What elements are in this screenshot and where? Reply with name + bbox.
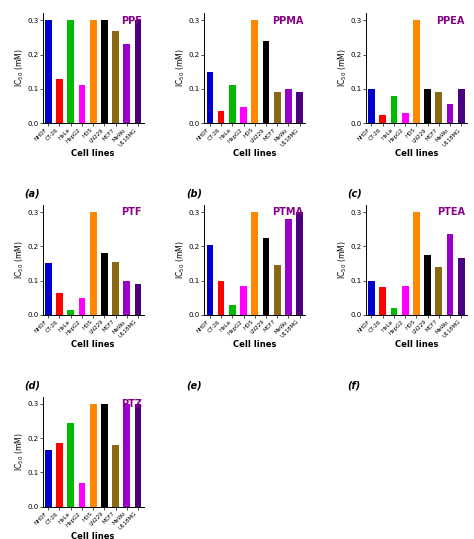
X-axis label: Cell lines: Cell lines bbox=[72, 533, 115, 539]
Y-axis label: IC$_{50}$ (mM): IC$_{50}$ (mM) bbox=[13, 241, 26, 279]
Bar bbox=[56, 443, 63, 507]
Text: PPEA: PPEA bbox=[437, 16, 465, 26]
X-axis label: Cell lines: Cell lines bbox=[72, 149, 115, 158]
Bar bbox=[274, 92, 281, 123]
Text: PTMA: PTMA bbox=[272, 208, 303, 217]
Bar bbox=[368, 89, 375, 123]
Text: PTF: PTF bbox=[121, 208, 142, 217]
Bar bbox=[458, 258, 465, 315]
Bar bbox=[229, 85, 236, 123]
Bar bbox=[90, 212, 97, 315]
Bar bbox=[391, 96, 397, 123]
Bar bbox=[251, 20, 258, 123]
Bar bbox=[123, 281, 130, 315]
Bar bbox=[45, 264, 52, 315]
Bar bbox=[135, 284, 141, 315]
Text: (c): (c) bbox=[348, 189, 363, 199]
Bar bbox=[207, 245, 213, 315]
Y-axis label: IC$_{50}$ (mM): IC$_{50}$ (mM) bbox=[337, 49, 349, 87]
Bar bbox=[79, 298, 85, 315]
Bar bbox=[296, 212, 303, 315]
Y-axis label: IC$_{50}$ (mM): IC$_{50}$ (mM) bbox=[175, 241, 187, 279]
Y-axis label: IC$_{50}$ (mM): IC$_{50}$ (mM) bbox=[13, 49, 26, 87]
Bar bbox=[67, 423, 74, 507]
Text: PTZ: PTZ bbox=[121, 399, 142, 409]
Bar bbox=[101, 20, 108, 123]
Bar bbox=[424, 255, 431, 315]
Bar bbox=[79, 85, 85, 123]
Bar bbox=[218, 111, 225, 123]
Bar bbox=[296, 92, 303, 123]
Bar bbox=[458, 89, 465, 123]
Bar bbox=[263, 41, 269, 123]
X-axis label: Cell lines: Cell lines bbox=[395, 149, 438, 158]
X-axis label: Cell lines: Cell lines bbox=[233, 341, 276, 349]
Bar bbox=[391, 308, 397, 315]
Text: (a): (a) bbox=[25, 189, 40, 199]
Bar bbox=[123, 44, 130, 123]
Text: PPMA: PPMA bbox=[272, 16, 303, 26]
Bar bbox=[135, 404, 141, 507]
Bar bbox=[90, 20, 97, 123]
Text: (b): (b) bbox=[186, 189, 202, 199]
Text: (f): (f) bbox=[348, 381, 361, 391]
Bar bbox=[101, 253, 108, 315]
Y-axis label: IC$_{50}$ (mM): IC$_{50}$ (mM) bbox=[337, 241, 349, 279]
Bar bbox=[285, 219, 292, 315]
Bar bbox=[413, 212, 420, 315]
X-axis label: Cell lines: Cell lines bbox=[233, 149, 276, 158]
Bar bbox=[90, 404, 97, 507]
Bar bbox=[112, 31, 119, 123]
Bar bbox=[436, 92, 442, 123]
Bar bbox=[402, 113, 409, 123]
Bar bbox=[112, 445, 119, 507]
Text: PPF: PPF bbox=[121, 16, 142, 26]
Bar bbox=[112, 262, 119, 315]
Text: (d): (d) bbox=[25, 381, 40, 391]
Bar bbox=[447, 104, 454, 123]
Bar bbox=[447, 234, 454, 315]
Text: (e): (e) bbox=[186, 381, 202, 391]
Bar bbox=[45, 450, 52, 507]
Bar bbox=[379, 287, 386, 315]
Bar bbox=[229, 305, 236, 315]
Bar bbox=[45, 20, 52, 123]
Bar bbox=[56, 293, 63, 315]
Bar bbox=[67, 310, 74, 315]
Bar bbox=[240, 107, 247, 123]
Y-axis label: IC$_{50}$ (mM): IC$_{50}$ (mM) bbox=[175, 49, 187, 87]
Bar bbox=[402, 286, 409, 315]
Bar bbox=[413, 20, 420, 123]
Bar bbox=[67, 20, 74, 123]
Bar bbox=[379, 114, 386, 123]
Bar bbox=[436, 267, 442, 315]
X-axis label: Cell lines: Cell lines bbox=[395, 341, 438, 349]
Y-axis label: IC$_{50}$ (mM): IC$_{50}$ (mM) bbox=[13, 433, 26, 471]
Bar bbox=[274, 265, 281, 315]
Bar bbox=[79, 483, 85, 507]
Bar bbox=[56, 79, 63, 123]
Bar bbox=[135, 20, 141, 123]
X-axis label: Cell lines: Cell lines bbox=[72, 341, 115, 349]
Bar bbox=[101, 404, 108, 507]
Bar bbox=[240, 286, 247, 315]
Text: PTEA: PTEA bbox=[437, 208, 465, 217]
Bar bbox=[285, 89, 292, 123]
Bar bbox=[263, 238, 269, 315]
Bar bbox=[368, 281, 375, 315]
Bar bbox=[123, 404, 130, 507]
Bar bbox=[218, 281, 225, 315]
Bar bbox=[251, 212, 258, 315]
Bar bbox=[424, 89, 431, 123]
Bar bbox=[207, 72, 213, 123]
